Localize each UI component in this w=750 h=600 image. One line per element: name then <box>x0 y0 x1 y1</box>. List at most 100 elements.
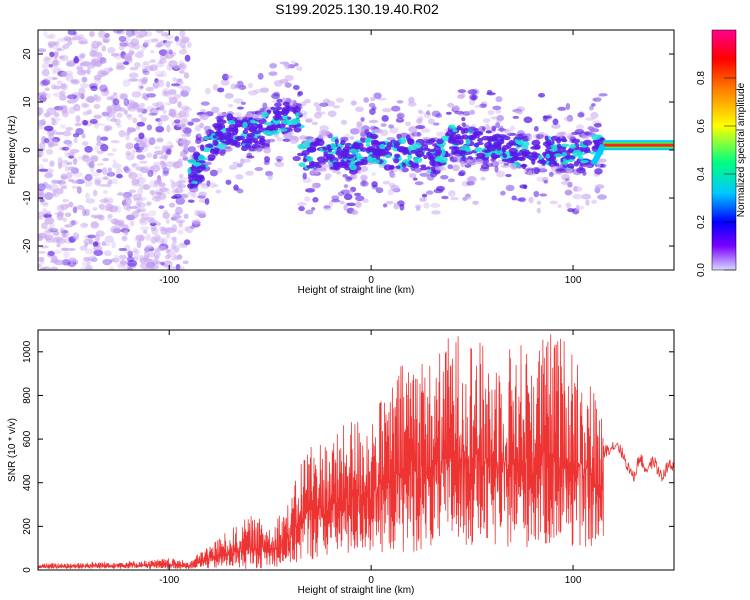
spectrogram-cell <box>473 142 480 148</box>
spectrogram-cell <box>423 154 428 160</box>
spectrogram-cell <box>139 213 145 217</box>
spectrogram-cell <box>62 130 72 137</box>
spectrogram-cell <box>521 145 529 150</box>
spectrogram-cell <box>93 114 102 119</box>
spectrogram-cell <box>511 195 517 201</box>
spectrogram-cell <box>116 30 125 35</box>
spectrogram-cell <box>533 126 539 132</box>
spectrogram-cell <box>516 152 523 157</box>
spectrogram-cell <box>126 126 132 135</box>
spectrogram-cell <box>116 192 126 196</box>
spectrogram-cell <box>135 52 144 59</box>
spectrogram-cell <box>405 134 411 142</box>
spectrogram-cell <box>317 134 326 140</box>
spectrogram-cell <box>397 147 407 153</box>
spectrogram-cell <box>220 78 230 86</box>
spectrogram-cell <box>172 239 177 244</box>
spectrogram-cell <box>371 181 378 188</box>
spectrogram-cell <box>527 134 533 141</box>
spectrogram-cell <box>473 130 484 136</box>
spectrogram-cell <box>137 50 145 54</box>
spectrogram-cell <box>236 115 243 121</box>
spectrogram-cell <box>392 167 399 173</box>
spectrogram-cell <box>582 139 593 146</box>
spectrogram-cell <box>102 36 111 44</box>
spectrogram-cell <box>159 160 166 165</box>
spectrogram-cell <box>48 33 57 39</box>
spectrogram-y-ticks: 20 10 0 -10 -20 <box>22 48 674 253</box>
spectrogram-cell <box>454 146 460 153</box>
spectrogram-cell <box>118 93 127 100</box>
spectrogram-cell <box>39 198 45 203</box>
spectrogram-cell <box>436 138 444 145</box>
spectrogram-cell <box>181 105 190 111</box>
spectrogram-cell <box>128 189 136 194</box>
spectrogram-cell <box>246 132 255 138</box>
spectrogram-cell <box>152 153 158 160</box>
x-tick-label: -100 <box>159 575 179 586</box>
spectrogram-cell <box>107 179 113 185</box>
x-tick-label: 100 <box>565 275 582 286</box>
spectrogram-cell <box>528 196 534 204</box>
snr-frame <box>37 329 675 571</box>
spectrogram-cell <box>89 118 98 124</box>
spectrogram-cell <box>178 265 185 270</box>
spectrogram-cell <box>327 110 337 117</box>
spectrogram-cell <box>154 196 161 203</box>
spectrogram-cell <box>227 120 236 125</box>
spectrogram-cell <box>331 199 341 203</box>
spectrogram-cell <box>373 128 383 134</box>
spectrogram-cell <box>157 245 167 252</box>
spectrogram-cell <box>142 60 150 66</box>
spectrogram-cell <box>107 217 112 222</box>
spectrogram-x-ticks: -100 0 100 <box>159 30 582 286</box>
spectrogram-cell <box>43 31 48 36</box>
spectrogram-cell <box>228 103 234 108</box>
spectrogram-cell <box>127 267 133 270</box>
spectrogram-cell <box>566 135 576 140</box>
spectrogram-cell <box>236 135 246 141</box>
spectrogram-cell <box>178 115 188 124</box>
spectrogram-cell <box>129 220 135 227</box>
spectrogram-cell <box>191 118 201 123</box>
spectrogram-cell <box>169 144 174 149</box>
spectrogram-cell <box>145 86 155 92</box>
spectrogram-cell <box>51 69 56 75</box>
spectrogram-cell <box>66 161 73 166</box>
spectrogram-cell <box>138 132 145 140</box>
spectrogram-cell <box>140 207 147 213</box>
spectrogram-cell <box>331 195 340 201</box>
spectrogram-cell <box>180 118 190 126</box>
spectrogram-cell <box>423 202 430 209</box>
spectrogram-cell <box>102 157 110 162</box>
spectrogram-cell <box>178 110 187 118</box>
spectrogram-cell <box>385 200 394 205</box>
spectrogram-cell <box>90 85 98 92</box>
spectrogram-cell <box>203 161 212 166</box>
spectrogram-cell <box>87 266 94 270</box>
spectrogram-cell <box>99 57 107 64</box>
spectrogram-cell <box>297 91 304 96</box>
spectrogram-cell <box>543 180 549 184</box>
spectrogram-cell <box>178 173 184 179</box>
spectrogram-cell <box>79 222 88 229</box>
spectrogram-cell <box>100 88 110 97</box>
spectrogram-cell <box>545 139 552 145</box>
spectrogram-cell <box>434 166 445 171</box>
spectrogram-cell <box>41 94 47 98</box>
spectrogram-cell <box>450 196 459 201</box>
spectrogram-cell <box>419 172 430 177</box>
y-tick-label: -20 <box>22 238 33 253</box>
y-tick-label: 10 <box>22 96 33 108</box>
spectrogram-cell <box>167 92 173 100</box>
spectrogram-cell <box>373 92 382 99</box>
spectrogram-cell <box>66 94 77 100</box>
spectrogram-cell <box>148 112 158 116</box>
spectrogram-cell <box>146 93 157 98</box>
spectrogram-cell <box>465 193 472 200</box>
spectrogram-cell <box>136 241 142 249</box>
spectrogram-cell <box>103 39 110 44</box>
spectrogram-cell <box>233 184 239 191</box>
spectrogram-cell <box>241 138 252 144</box>
spectrogram-cell <box>157 191 162 197</box>
